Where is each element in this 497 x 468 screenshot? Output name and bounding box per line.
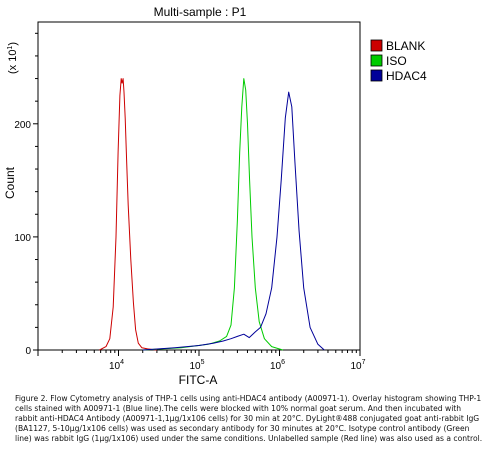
y-multiplier-label: (x 101) [7,42,19,74]
y-multiplier-exponent: 1 [7,46,14,50]
x-tick-label: 106 [270,359,285,372]
legend-swatch-blank [370,39,383,52]
x-tick-label: 105 [189,359,204,372]
y-multiplier-close: ) [7,42,19,46]
x-axis-label: FITC-A [179,373,218,387]
figure-caption: Figure 2. Flow Cytometry analysis of THP… [15,394,483,444]
y-tick-label: 0 [25,346,31,357]
legend-label-hdac4: HDAC4 [386,69,427,83]
y-axis-ticks: 0 100 200 [14,32,38,357]
legend-label-iso: ISO [386,54,407,68]
legend-swatch-iso [370,54,383,67]
plot-frame [37,21,361,351]
y-axis-label: Count [3,166,17,199]
legend-swatch-hdac4 [370,69,383,82]
chart-title: Multi-sample : P1 [154,5,247,19]
y-tick-label: 100 [14,233,31,244]
x-axis-ticks: 104 105 106 107 [37,350,366,372]
x-tick-label: 107 [350,359,365,372]
x-tick-label: 104 [109,359,124,372]
svg-text:(x 101): (x 101) [7,42,19,74]
series-line-iso [142,78,283,351]
plot-area [37,21,361,351]
series-line-hdac4 [142,91,325,351]
legend-label-blank: BLANK [386,39,425,53]
series-line-blank [99,78,157,351]
flow-cytometry-histogram: Multi-sample : P1 (x 101) Count FITC-A 0… [3,5,427,387]
y-multiplier-prefix: (x 10 [7,50,19,74]
series-layer [99,78,325,351]
y-tick-label: 200 [14,120,31,131]
